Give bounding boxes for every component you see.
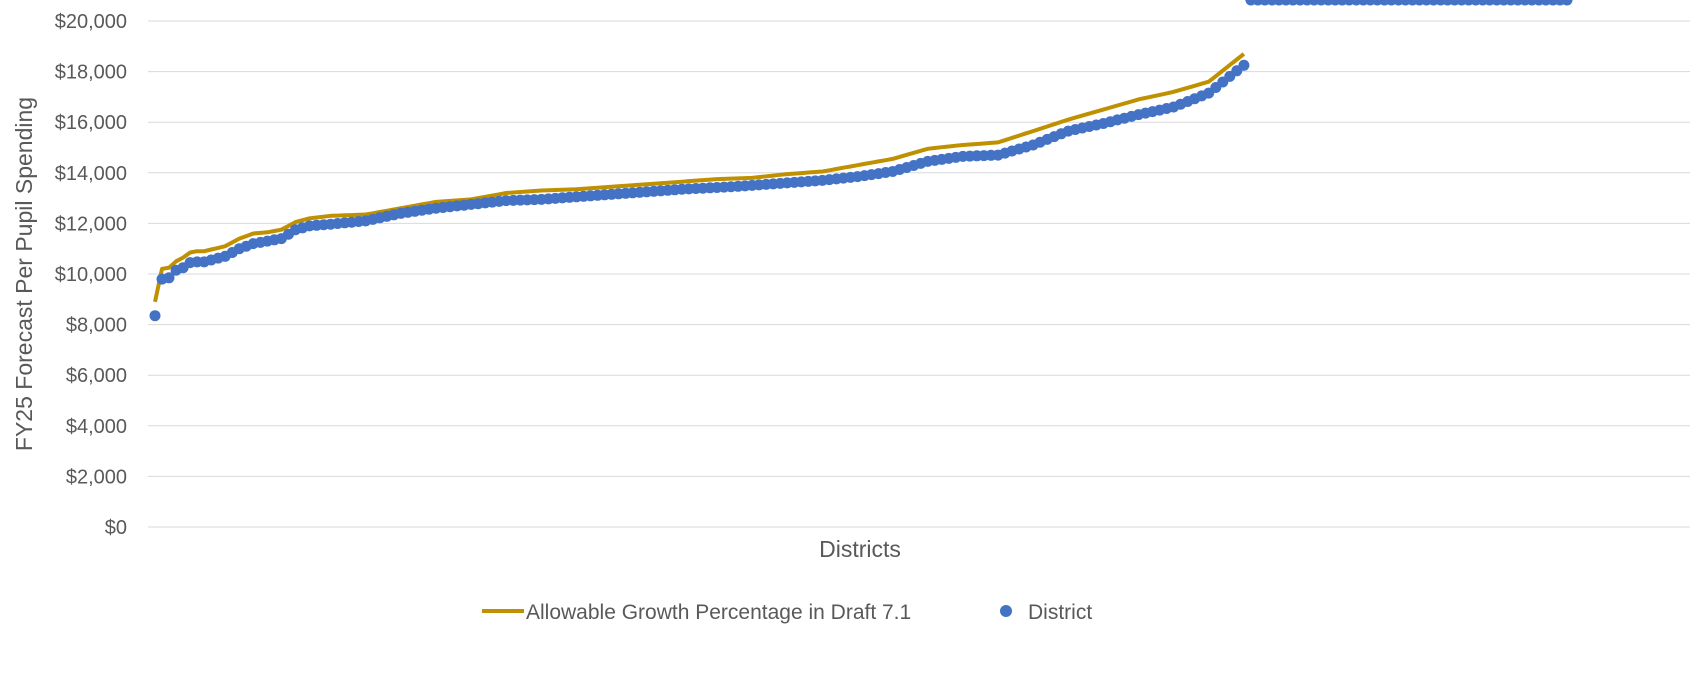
legend-label-allowable-growth: Allowable Growth Percentage in Draft 7.1 bbox=[526, 601, 911, 624]
y-tick-label: $8,000 bbox=[66, 315, 127, 337]
y-tick-label: $0 bbox=[105, 517, 127, 539]
legend-dot-swatch bbox=[1000, 605, 1012, 617]
gridlines bbox=[148, 20, 1690, 528]
y-tick-label: $4,000 bbox=[66, 416, 127, 438]
allowable-growth-line bbox=[153, 52, 1246, 303]
plot-area bbox=[149, 0, 1573, 322]
legend-label-district: District bbox=[1028, 601, 1092, 624]
y-tick-label: $10,000 bbox=[55, 264, 127, 286]
y-tick-label: $2,000 bbox=[66, 466, 127, 488]
y-tick-label: $12,000 bbox=[55, 213, 127, 235]
district-point bbox=[149, 310, 161, 322]
x-axis-title: Districts bbox=[819, 536, 901, 562]
district-point bbox=[1238, 59, 1250, 71]
legend: Allowable Growth Percentage in Draft 7.1… bbox=[482, 601, 1092, 624]
district-point bbox=[1561, 0, 1573, 6]
y-tick-labels: $0 $2,000 $4,000 $6,000 $8,000 $10,000 $12,000… bbox=[55, 11, 127, 539]
y-tick-label: $16,000 bbox=[55, 112, 127, 134]
y-tick-label: $14,000 bbox=[55, 163, 127, 185]
district-point bbox=[163, 272, 175, 284]
y-tick-label: $6,000 bbox=[66, 365, 127, 387]
y-axis-title: FY25 Forecast Per Pupil Spending bbox=[11, 97, 37, 451]
y-tick-label: $18,000 bbox=[55, 62, 127, 84]
y-tick-label: $20,000 bbox=[55, 11, 127, 33]
